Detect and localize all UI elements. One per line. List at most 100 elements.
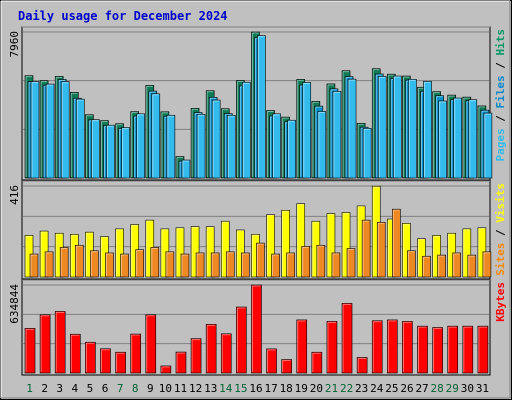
bar-kbytes-day-10 bbox=[160, 365, 172, 374]
bar-visits-day-8 bbox=[130, 224, 139, 278]
bar-visits-day-12 bbox=[190, 226, 200, 278]
day-label-17: 17 bbox=[264, 382, 277, 395]
bar-pages-day-26 bbox=[408, 79, 417, 179]
bar-pages-day-30 bbox=[468, 99, 478, 179]
bar-pages-day-21 bbox=[332, 91, 342, 179]
day-label-3: 3 bbox=[56, 382, 63, 395]
bar-pages-day-19 bbox=[302, 82, 312, 179]
bar-visits-day-21 bbox=[326, 213, 336, 278]
bar-kbytes-day-18 bbox=[281, 359, 292, 374]
day-label-12: 12 bbox=[189, 382, 202, 395]
legend-pages: Pages bbox=[494, 128, 507, 161]
bar-kbytes-day-30 bbox=[462, 325, 474, 374]
panel-max-label: 634844 bbox=[8, 284, 21, 324]
bar-pages-day-13 bbox=[211, 99, 221, 179]
bar-sites-day-3 bbox=[59, 247, 69, 278]
bar-pages-day-29 bbox=[453, 97, 463, 179]
bar-kbytes-day-14 bbox=[220, 333, 232, 374]
day-label-29: 29 bbox=[446, 382, 459, 395]
day-label-9: 9 bbox=[147, 382, 154, 395]
day-labels: 1 2 3 4 5 6 7 8 9 10 11 12 13 14 15 16 17 18 19 20 21 22 23 24 2… bbox=[26, 382, 489, 395]
day-label-30: 30 bbox=[461, 382, 474, 395]
bar-kbytes-day-5 bbox=[85, 341, 96, 374]
bar-sites-day-17 bbox=[271, 253, 280, 278]
day-label-19: 19 bbox=[295, 382, 308, 395]
bar-visits-day-7 bbox=[115, 228, 124, 278]
bar-visits-day-29 bbox=[447, 232, 457, 278]
bar-kbytes-day-8 bbox=[130, 333, 141, 374]
panel-max-label: 7960 bbox=[8, 31, 21, 58]
bar-sites-day-29 bbox=[452, 252, 462, 278]
panel-legend: KBytes bbox=[494, 282, 507, 322]
panel-sites-visits: 416 Sites / Visits bbox=[8, 180, 507, 280]
bar-sites-day-20 bbox=[316, 244, 326, 278]
bar-pages-day-24 bbox=[377, 76, 387, 179]
bar-kbytes-day-7 bbox=[115, 351, 126, 374]
legend-: / bbox=[494, 223, 507, 243]
bar-kbytes-day-15 bbox=[236, 306, 247, 374]
bar-sites-day-30 bbox=[467, 254, 477, 278]
bar-kbytes-day-20 bbox=[311, 351, 323, 374]
bar-kbytes-day-25 bbox=[387, 319, 398, 374]
day-label-14: 14 bbox=[219, 382, 233, 395]
day-label-6: 6 bbox=[102, 382, 109, 395]
bar-pages-day-18 bbox=[287, 119, 296, 179]
day-label-23: 23 bbox=[355, 382, 368, 395]
bar-kbytes-day-13 bbox=[205, 324, 217, 374]
day-label-13: 13 bbox=[204, 382, 217, 395]
chart-panels: 7960 Pages / Files / Hits 416 Sites / Visit… bbox=[8, 26, 507, 376]
day-label-31: 31 bbox=[476, 382, 489, 395]
bar-sites-day-2 bbox=[44, 251, 54, 278]
bar-visits-day-11 bbox=[175, 227, 185, 278]
bar-kbytes-day-12 bbox=[190, 338, 202, 374]
bar-visits-day-13 bbox=[205, 226, 215, 278]
bar-kbytes-day-9 bbox=[145, 314, 157, 374]
bar-sites-day-23 bbox=[361, 219, 371, 278]
bar-pages-day-31 bbox=[483, 112, 493, 179]
bar-sites-day-14 bbox=[225, 251, 235, 278]
bar-pages-day-9 bbox=[151, 93, 161, 179]
legend-sites: Sites bbox=[494, 243, 507, 276]
bar-pages-day-11 bbox=[181, 159, 191, 179]
day-label-8: 8 bbox=[132, 382, 139, 395]
bar-sites-day-18 bbox=[286, 252, 295, 278]
day-label-1: 1 bbox=[26, 382, 33, 395]
day-label-24: 24 bbox=[370, 382, 384, 395]
day-label-18: 18 bbox=[280, 382, 293, 395]
panel-kbytes: 634844 KBytes bbox=[8, 279, 507, 376]
bar-sites-day-5 bbox=[90, 250, 99, 278]
bar-sites-day-24 bbox=[376, 222, 386, 278]
bar-visits-day-17 bbox=[266, 214, 275, 278]
bar-visits-day-3 bbox=[54, 232, 64, 278]
bar-visits-day-19 bbox=[296, 203, 306, 278]
panel-legend: Sites / Visits bbox=[494, 183, 507, 276]
bar-pages-day-4 bbox=[75, 98, 85, 179]
bar-kbytes-day-1 bbox=[24, 328, 36, 374]
bar-visits-day-14 bbox=[220, 220, 230, 278]
bar-pages-day-5 bbox=[91, 119, 100, 179]
bar-sites-day-9 bbox=[150, 247, 160, 278]
day-label-26: 26 bbox=[400, 382, 413, 395]
day-label-7: 7 bbox=[117, 382, 124, 395]
bar-sites-day-22 bbox=[346, 248, 356, 278]
bar-visits-day-26 bbox=[402, 223, 411, 278]
panel-max-label: 416 bbox=[8, 185, 21, 205]
legend-visits: Visits bbox=[494, 183, 507, 223]
bar-kbytes-day-24 bbox=[371, 320, 383, 374]
day-label-4: 4 bbox=[72, 382, 79, 395]
bar-pages-day-16 bbox=[257, 35, 266, 179]
bar-kbytes-day-2 bbox=[39, 314, 51, 374]
bar-kbytes-day-23 bbox=[356, 357, 368, 374]
bar-sites-day-7 bbox=[120, 253, 129, 278]
bar-pages-day-23 bbox=[362, 127, 372, 179]
bar-sites-day-12 bbox=[195, 252, 205, 278]
bar-pages-day-8 bbox=[136, 113, 145, 179]
bar-pages-day-25 bbox=[393, 75, 402, 179]
legend-: / bbox=[494, 109, 507, 129]
bar-visits-day-18 bbox=[281, 209, 290, 278]
bar-visits-day-30 bbox=[462, 228, 472, 278]
bar-pages-day-28 bbox=[438, 100, 447, 179]
bar-kbytes-day-16 bbox=[251, 284, 262, 374]
bar-sites-day-31 bbox=[482, 251, 492, 278]
